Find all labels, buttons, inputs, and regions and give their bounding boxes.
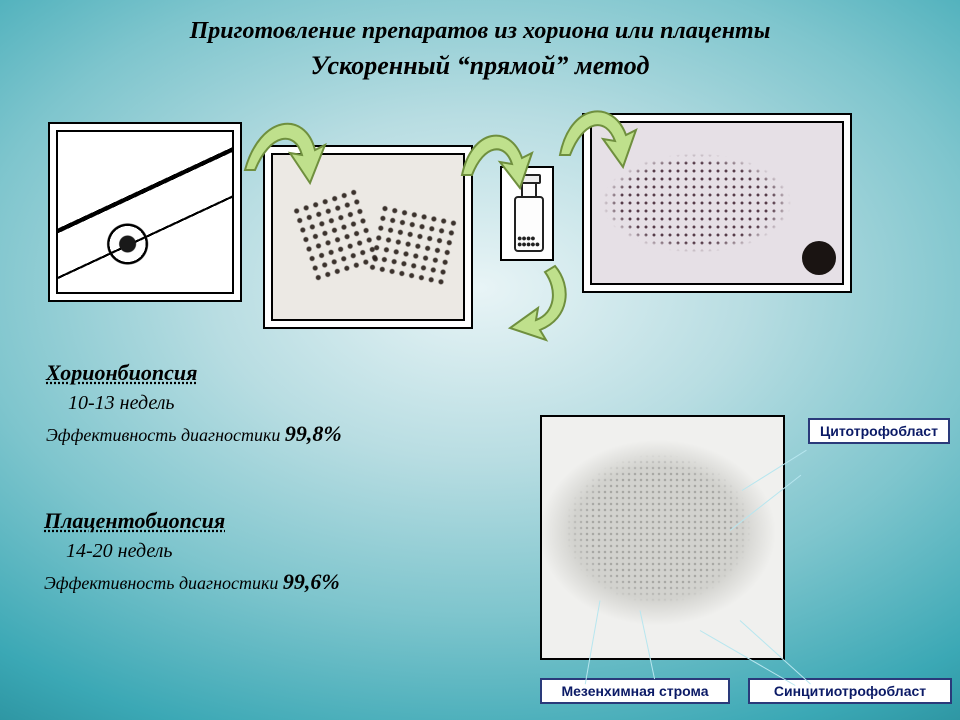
panel-chromosome-spread — [582, 113, 852, 293]
chorion-eff-label: Эффективность диагностики — [46, 425, 285, 445]
section-chorion: Хорионбиопсия 10-13 недель Эффективность… — [46, 360, 342, 447]
section-placenta: Плацентобиопсия 14-20 недель Эффективнос… — [44, 508, 340, 595]
placenta-weeks: 14-20 недель — [66, 540, 340, 563]
chorion-eff-value: 99,8% — [285, 421, 342, 446]
chorion-efficiency: Эффективность диагностики 99,8% — [46, 421, 342, 447]
title-line-1: Приготовление препаратов из хориона или … — [0, 18, 960, 45]
placenta-efficiency: Эффективность диагностики 99,6% — [44, 569, 340, 595]
panel-histology — [540, 415, 785, 660]
slide-title: Приготовление препаратов из хориона или … — [0, 18, 960, 81]
label-cytotrophoblast: Цитотрофобласт — [808, 418, 950, 444]
placenta-heading: Плацентобиопсия — [44, 508, 340, 534]
panel-vial: ●●●●●●●●● — [500, 166, 554, 261]
label-mesenchyme: Мезенхимная строма — [540, 678, 730, 704]
placenta-eff-label: Эффективность диагностики — [44, 573, 283, 593]
panel-embryo-diagram — [48, 122, 242, 302]
placenta-eff-value: 99,6% — [283, 569, 340, 594]
panel-chorionic-villi — [263, 145, 473, 329]
label-syncytiotrophoblast: Синцитиотрофобласт — [748, 678, 952, 704]
flow-arrow-4-icon — [500, 258, 580, 348]
chorion-heading: Хорионбиопсия — [46, 360, 342, 386]
chorion-weeks: 10-13 недель — [68, 392, 342, 415]
title-line-2: Ускоренный “прямой” метод — [0, 51, 960, 81]
